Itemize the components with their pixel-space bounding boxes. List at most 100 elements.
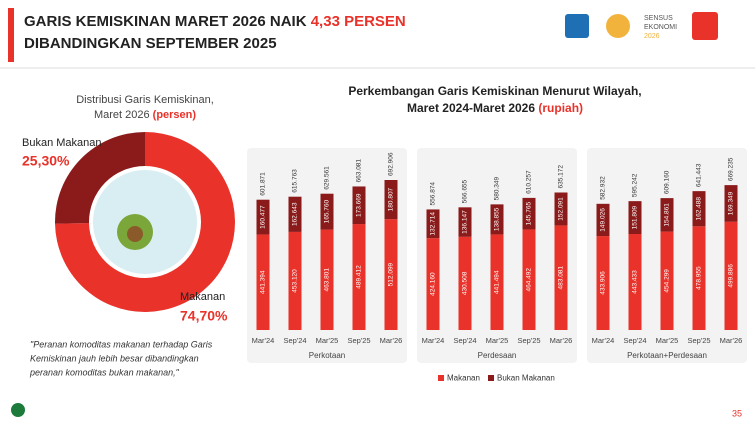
bar-total-label: 610.257: [526, 170, 533, 194]
bar-segment: [554, 225, 568, 330]
bar-total-label: 595.242: [632, 173, 639, 197]
bar-segment: [660, 231, 674, 330]
legend-label: Bukan Makanan: [497, 374, 555, 383]
pie-slice: [55, 132, 235, 312]
bar-value-label: 145.765: [526, 202, 533, 226]
bar-segment: [522, 229, 536, 330]
bar-segment: [692, 226, 706, 330]
bar-value-label: 165.760: [324, 200, 331, 224]
bar-value-label: 489.412: [356, 265, 363, 289]
x-tick-label: Mar'25: [656, 336, 679, 345]
legend-label: Makanan: [447, 374, 480, 383]
bar-total-label: 692.906: [388, 152, 395, 176]
bar-segment: [490, 204, 504, 235]
bar-segment: [724, 221, 738, 330]
group-name: Perkotaan+Perdesaan: [627, 351, 707, 360]
bar-title: Perkembangan Garis Kemiskinan Menurut Wi…: [348, 84, 641, 98]
pie-center-image: [127, 226, 143, 242]
bar-segment: [256, 199, 270, 235]
quote-line: "Peranan komoditas makanan terhadap Gari…: [30, 339, 213, 349]
footer-icon: [11, 403, 25, 417]
pie-value-label: 74,70%: [180, 308, 228, 324]
bar-segment: [288, 196, 302, 232]
header-title-main: GARIS KEMISKINAN MARET 2026 NAIK: [24, 13, 307, 30]
bar-total-label: 601.871: [260, 172, 267, 196]
pie-title: Distribusi Garis Kemiskinan,: [76, 94, 214, 106]
accent-bar: [8, 8, 14, 62]
x-tick-label: Mar'24: [592, 336, 615, 345]
bar-total-label: 629.561: [324, 166, 331, 190]
bar-total-label: 566.655: [462, 179, 469, 203]
bar-segment: [352, 224, 366, 330]
bar-value-label: 441.394: [260, 270, 267, 294]
logo-icon: [606, 14, 630, 38]
group-name: Perdesaan: [478, 351, 517, 360]
bar-value-label: 483.081: [558, 266, 565, 290]
logo: SENSUS EKONOMI 2026: [565, 12, 718, 40]
bar-total-label: 635.172: [558, 165, 565, 189]
pie-label: Makanan: [180, 291, 225, 303]
bar-value-label: 154.861: [664, 203, 671, 227]
x-tick-label: Mar'25: [316, 336, 339, 345]
bar-segment: [458, 207, 472, 237]
header-subtitle: DIBANDINGKAN SEPTEMBER 2025: [24, 35, 277, 52]
bar-segment: [628, 201, 642, 235]
bar-segment: [352, 186, 366, 225]
bar-value-label: 169.349: [728, 191, 735, 215]
bar-segment: [256, 234, 270, 330]
bar-title: Maret 2024-Maret 2026 (rupiah): [407, 101, 583, 115]
x-tick-label: Mar'24: [252, 336, 275, 345]
bar-value-label: 478.955: [696, 266, 703, 290]
pie-title-unit: (persen): [153, 109, 197, 121]
bar-segment: [522, 197, 536, 230]
bar-segment: [384, 219, 398, 330]
bar-segment: [288, 231, 302, 330]
bar-value-label: 160.477: [260, 205, 267, 229]
bar-value-label: 512.099: [388, 262, 395, 286]
bar-segment: [490, 234, 504, 330]
x-tick-label: Sep'24: [283, 336, 306, 345]
bar-value-label: 463.801: [324, 268, 331, 292]
bar-segment: [554, 192, 568, 226]
legend-swatch: [488, 375, 494, 381]
quote-line: peranan komoditas bukan makanan,": [29, 367, 180, 377]
x-tick-label: Sep'24: [453, 336, 476, 345]
x-tick-label: Sep'25: [347, 336, 370, 345]
x-tick-label: Mar'24: [422, 336, 445, 345]
bar-segment: [596, 236, 610, 330]
bar-segment: [426, 238, 440, 330]
pie-label: Bukan Makanan: [22, 137, 102, 149]
group-name: Perkotaan: [309, 351, 345, 360]
bar-value-label: 180.807: [388, 187, 395, 211]
bar-segment: [384, 180, 398, 220]
header-highlight: 4,33 PERSEN: [311, 13, 406, 30]
bar-segment: [458, 236, 472, 330]
bar-value-label: 136.147: [462, 210, 469, 234]
page-number: 35: [732, 408, 742, 418]
bar-value-label: 499.886: [728, 264, 735, 288]
bar-value-label: 464.492: [526, 268, 533, 292]
bar-segment: [628, 234, 642, 330]
bar-value-label: 138.855: [494, 207, 501, 231]
bar-segment: [660, 198, 674, 232]
bar-total-label: 609.160: [664, 170, 671, 194]
bar-value-label: 430.508: [462, 271, 469, 295]
x-tick-label: Sep'24: [623, 336, 646, 345]
bar-total-label: 556.874: [430, 182, 437, 206]
bar-segment: [426, 209, 440, 239]
bar-total-label: 580.349: [494, 176, 501, 200]
x-tick-label: Sep'25: [517, 336, 540, 345]
legend-swatch: [438, 375, 444, 381]
bar-total-label: 582.932: [600, 176, 607, 200]
x-tick-label: Mar'26: [720, 336, 743, 345]
pie-title-line: Maret 2026: [94, 109, 150, 121]
logo-text: 2026: [644, 33, 660, 40]
bar-value-label: 443.433: [632, 270, 639, 294]
logo-text: EKONOMI: [644, 24, 677, 31]
bar-value-label: 151.809: [632, 205, 639, 229]
bar-segment: [596, 203, 610, 237]
bar-value-label: 149.026: [600, 208, 607, 232]
bar-segment: [320, 193, 334, 230]
bar-total-label: 641.443: [696, 163, 703, 187]
